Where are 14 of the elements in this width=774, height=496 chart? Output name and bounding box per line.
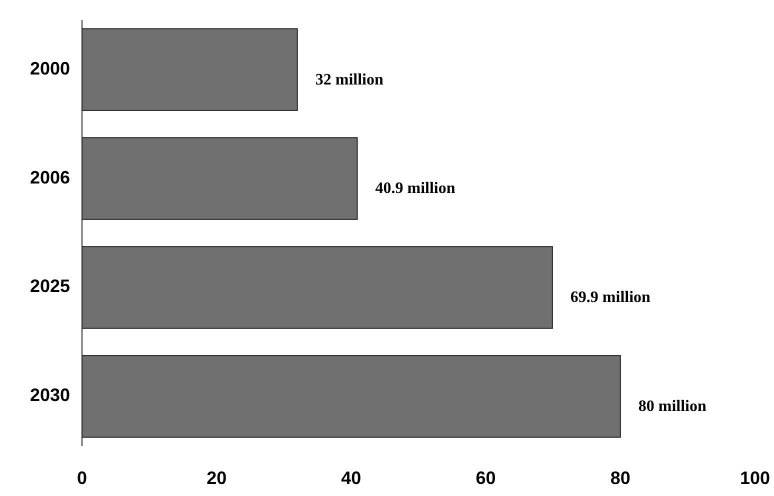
- x-tick-label: 60: [476, 468, 496, 488]
- x-tick-label: 20: [206, 468, 227, 488]
- x-tick-label: 100: [740, 468, 770, 488]
- data-label: 40.9 million: [375, 180, 456, 198]
- y-tick-label: 2025: [30, 276, 70, 296]
- data-label: 80 million: [638, 398, 707, 416]
- y-tick-label: 2030: [30, 385, 70, 406]
- x-tick-label: 40: [341, 468, 362, 488]
- data-label: 69.9 million: [570, 289, 651, 306]
- y-tick-label: 2000: [30, 58, 70, 78]
- y-tick-label: 2006: [30, 167, 70, 188]
- data-label: 32 million: [315, 71, 384, 88]
- x-tick-label: 80: [610, 468, 630, 488]
- x-tick-label: 0: [76, 468, 88, 488]
